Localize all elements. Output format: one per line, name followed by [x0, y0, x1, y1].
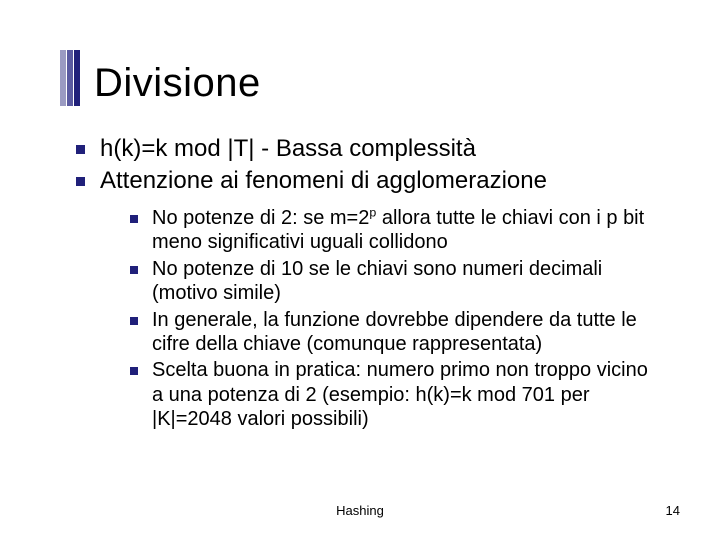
bullet-list-level1: h(k)=k mod |T| - Bassa complessità Atten…	[60, 134, 660, 432]
bullet-text: No potenze di 2: se m=2p allora tutte le…	[152, 207, 644, 253]
bullet-square-icon	[76, 177, 85, 186]
bullet-text: No potenze di 10 se le chiavi sono numer…	[152, 258, 602, 304]
title-accent-icon	[60, 50, 80, 106]
list-item: No potenze di 2: se m=2p allora tutte le…	[130, 206, 660, 255]
bullet-list-level2: No potenze di 2: se m=2p allora tutte le…	[100, 206, 660, 432]
bullet-square-icon	[130, 317, 138, 325]
bullet-square-icon	[130, 367, 138, 375]
bullet-square-icon	[76, 145, 85, 154]
footer-title: Hashing	[0, 503, 720, 518]
list-item: In generale, la funzione dovrebbe dipend…	[130, 308, 660, 357]
bullet-text: Attenzione ai fenomeni di agglomerazione	[100, 167, 547, 194]
bullet-text: h(k)=k mod |T| - Bassa complessità	[100, 135, 476, 162]
bullet-text: In generale, la funzione dovrebbe dipend…	[152, 309, 637, 355]
bullet-text: Scelta buona in pratica: numero primo no…	[152, 359, 648, 430]
list-item: Attenzione ai fenomeni di agglomerazione…	[76, 166, 660, 432]
slide: Divisione h(k)=k mod |T| - Bassa comples…	[0, 0, 720, 540]
bullet-square-icon	[130, 215, 138, 223]
list-item: Scelta buona in pratica: numero primo no…	[130, 358, 660, 431]
slide-title: Divisione	[94, 61, 261, 106]
list-item: No potenze di 10 se le chiavi sono numer…	[130, 257, 660, 306]
page-number: 14	[666, 503, 680, 518]
title-row: Divisione	[60, 50, 660, 106]
bullet-square-icon	[130, 266, 138, 274]
list-item: h(k)=k mod |T| - Bassa complessità	[76, 134, 660, 164]
